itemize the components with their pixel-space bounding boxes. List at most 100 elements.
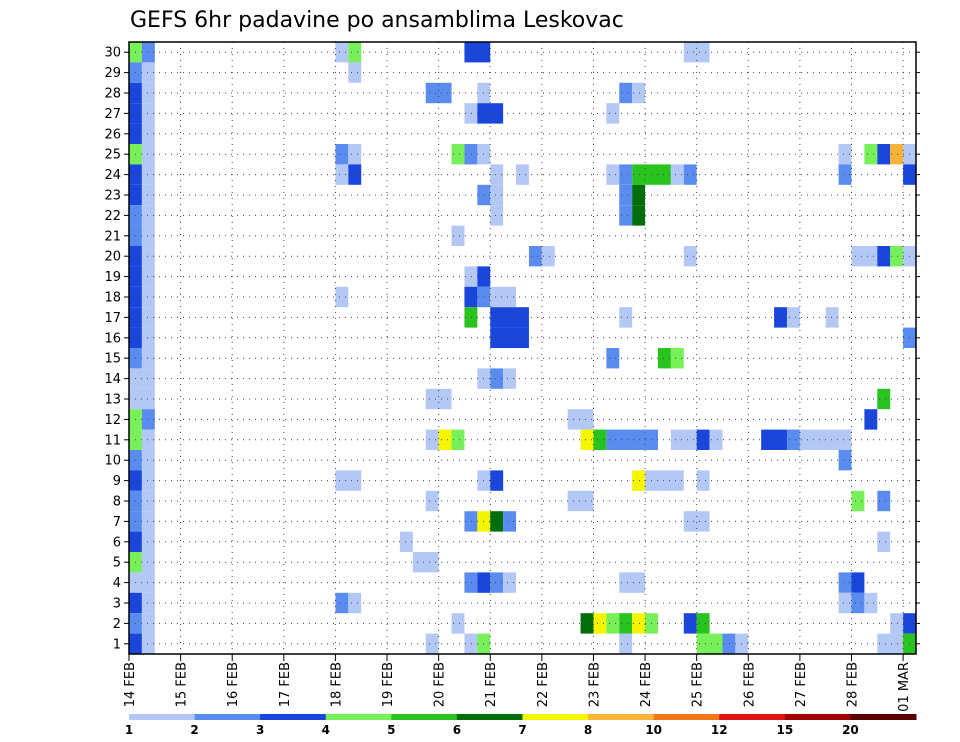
- heatmap-cell: [838, 450, 852, 471]
- legend-label: 2: [190, 723, 198, 737]
- heatmap-cell: [141, 633, 155, 654]
- heatmap-cell: [567, 409, 594, 430]
- x-tick-label: 01 MAR: [897, 662, 912, 712]
- heatmap-cell: [141, 470, 155, 491]
- heatmap-cell: [348, 592, 362, 614]
- y-tick-label: 23: [104, 189, 121, 204]
- heatmap-cell: [864, 592, 878, 614]
- heatmap-cell: [851, 592, 865, 614]
- x-tick-label: 28 FEB: [846, 662, 861, 707]
- heatmap-cell: [877, 531, 891, 552]
- heatmap-cell: [399, 531, 413, 552]
- heatmap-cell: [464, 511, 478, 532]
- chart-title: GEFS 6hr padavine po ansamblima Leskovac: [130, 8, 624, 33]
- heatmap-cell: [619, 633, 633, 654]
- y-tick-label: 28: [104, 87, 121, 102]
- heatmap-cell: [490, 286, 517, 308]
- heatmap-cell: [464, 266, 478, 287]
- x-tick-label: 18 FEB: [329, 662, 344, 707]
- grid-lines: [129, 42, 916, 654]
- y-tick-label: 16: [104, 331, 121, 346]
- heatmap-cell: [335, 470, 362, 491]
- heatmap-cell: [464, 307, 478, 328]
- y-tick-label: 17: [104, 311, 121, 326]
- legend-swatch: [129, 714, 196, 720]
- y-tick-label: 14: [104, 372, 121, 387]
- heatmap-cell: [645, 470, 684, 491]
- heatmap-cell: [825, 307, 839, 328]
- heatmap-cell: [141, 307, 155, 328]
- heatmap-cell: [683, 511, 710, 532]
- heatmap-cell: [490, 368, 504, 389]
- heatmap-cell: [580, 429, 594, 450]
- heatmap-cell: [141, 164, 155, 185]
- plot-frame: [128, 41, 917, 655]
- heatmap-cell: [683, 246, 697, 267]
- heatmap-cell: [490, 572, 504, 593]
- heatmap-cell: [683, 613, 697, 634]
- y-tick-label: 19: [104, 270, 121, 285]
- heatmap-cell: [670, 429, 697, 450]
- heatmap-cell: [528, 246, 542, 267]
- heatmap-cell: [877, 388, 891, 410]
- heatmap-cell: [348, 144, 362, 165]
- heatmap-cell: [335, 164, 349, 185]
- x-tick-label: 27 FEB: [794, 662, 809, 707]
- heatmap-cell: [851, 246, 878, 267]
- heatmap-cell: [141, 348, 155, 369]
- heatmap-cell: [838, 592, 852, 614]
- heatmap-cell: [348, 62, 362, 83]
- x-tick-label: 22 FEB: [536, 662, 551, 707]
- heatmap-cell: [141, 592, 155, 614]
- y-tick-label: 1: [113, 637, 121, 652]
- heatmap-cell: [141, 429, 155, 450]
- heatmap-cell: [141, 613, 155, 634]
- legend-label: 1: [125, 723, 133, 737]
- heatmap-cell: [503, 572, 517, 593]
- legend-swatch: [391, 714, 458, 720]
- heatmap-cell: [490, 511, 504, 532]
- legend-label: 3: [256, 723, 264, 737]
- heatmap-cell: [141, 123, 155, 144]
- x-tick-label: 19 FEB: [381, 662, 396, 707]
- heatmap-cell: [438, 429, 452, 450]
- y-tick-label: 21: [104, 229, 121, 244]
- x-tick-label: 23 FEB: [588, 662, 603, 707]
- heatmap-cell: [141, 103, 155, 124]
- legend-swatch: [784, 714, 851, 720]
- x-tick-label: 15 FEB: [175, 662, 190, 707]
- heatmap-cell: [851, 490, 865, 512]
- y-tick-label: 7: [113, 515, 121, 530]
- heatmap-cell: [786, 307, 800, 328]
- heatmap-cells: [129, 42, 916, 654]
- heatmap-cell: [541, 246, 555, 267]
- heatmap-cell: [619, 205, 633, 226]
- y-tick-label: 22: [104, 209, 121, 224]
- y-tick-label: 2: [113, 617, 121, 632]
- heatmap-cell: [696, 613, 710, 634]
- heatmap-cell: [348, 164, 362, 185]
- y-tick-label: 26: [104, 127, 121, 142]
- heatmap-cell: [141, 552, 155, 573]
- legend-label: 10: [645, 723, 662, 737]
- heatmap-cell: [335, 144, 349, 165]
- heatmap-cell: [864, 409, 878, 430]
- legend-swatch: [653, 714, 720, 720]
- y-tick-label: 24: [104, 168, 121, 183]
- x-tick-label: 26 FEB: [742, 662, 757, 707]
- heatmap-cell: [451, 429, 465, 450]
- heatmap-cell: [490, 184, 504, 206]
- heatmap-cell: [619, 82, 633, 104]
- heatmap-cell: [141, 184, 155, 206]
- heatmap-cell: [786, 429, 800, 450]
- y-axis: 1234567891011121314151617181920212223242…: [104, 46, 920, 652]
- legend-label: 6: [453, 723, 461, 737]
- heatmap-cell: [709, 429, 723, 450]
- legend-label: 8: [584, 723, 592, 737]
- heatmap-cell: [425, 388, 452, 410]
- heatmap-cell: [761, 429, 787, 450]
- heatmap-cell: [864, 144, 878, 165]
- legend-swatch: [719, 714, 786, 720]
- heatmap-cell: [593, 613, 607, 634]
- heatmap-cell: [141, 144, 155, 165]
